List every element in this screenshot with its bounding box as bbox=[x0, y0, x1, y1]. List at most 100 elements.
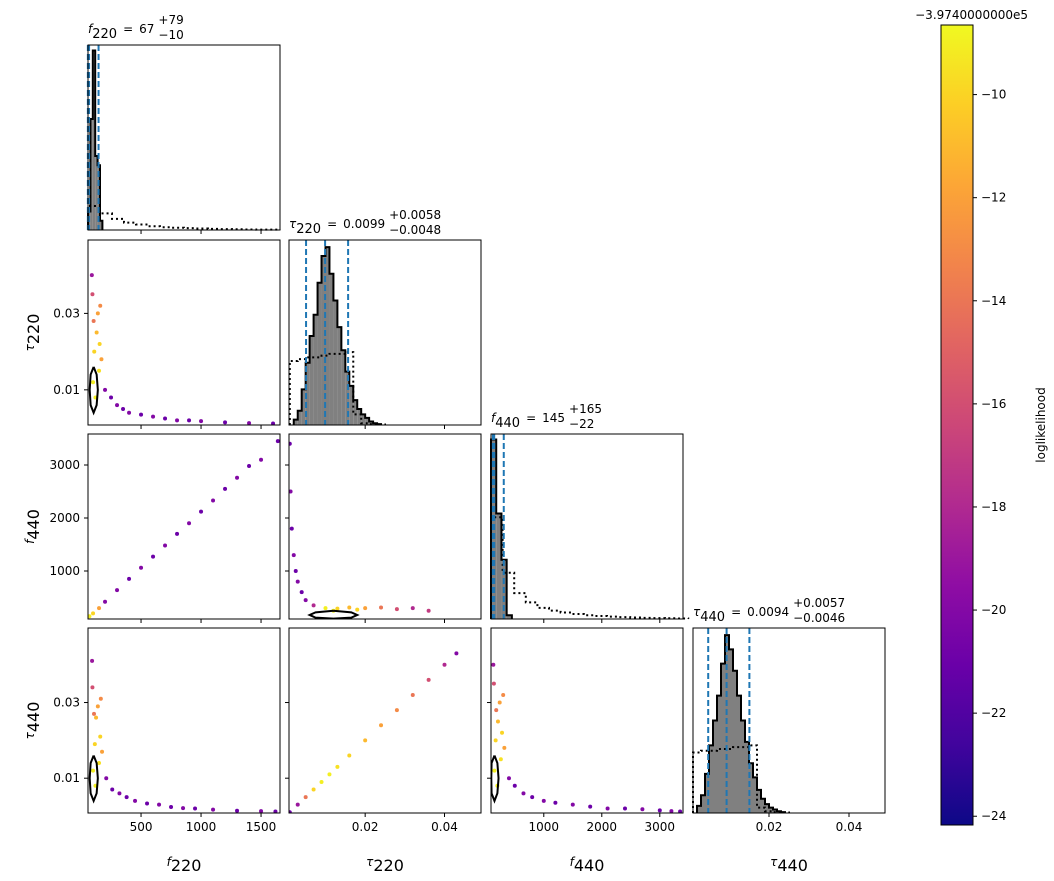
scatter-point bbox=[512, 783, 517, 788]
hist-bar bbox=[729, 649, 733, 813]
hist-bar bbox=[305, 362, 310, 425]
scatter-point bbox=[491, 681, 496, 686]
scatter-point bbox=[500, 730, 505, 735]
title-subscript: 220 bbox=[92, 27, 117, 42]
label-subscript: 220 bbox=[171, 856, 202, 875]
hist-bar bbox=[309, 336, 314, 425]
scatter-point bbox=[193, 806, 198, 811]
label-subscript: 440 bbox=[777, 856, 808, 875]
scatter-point bbox=[289, 441, 292, 446]
scatter-point bbox=[92, 349, 97, 354]
scatter-group bbox=[88, 273, 276, 425]
title-upper: +165 bbox=[569, 402, 602, 416]
scatter-point bbox=[299, 590, 304, 595]
scatter-point bbox=[163, 543, 168, 548]
scatter-group bbox=[289, 441, 431, 619]
hist-bar bbox=[321, 256, 326, 425]
scatter-point bbox=[117, 791, 122, 796]
title-symbol: f bbox=[88, 22, 94, 36]
scatter-point bbox=[497, 700, 502, 705]
hist-bar bbox=[745, 741, 749, 813]
hist-bar bbox=[701, 795, 705, 813]
scatter-point bbox=[570, 802, 575, 807]
contour bbox=[88, 755, 99, 804]
hist-bar bbox=[757, 789, 761, 813]
hist-bar bbox=[765, 804, 769, 813]
hist-bar bbox=[293, 419, 298, 425]
scatter-point bbox=[410, 606, 415, 611]
scatter-point bbox=[91, 319, 96, 324]
y-tick-label: 0.01 bbox=[53, 383, 80, 397]
scatter-point bbox=[491, 662, 496, 667]
scatter-point bbox=[311, 787, 316, 792]
hist-bar bbox=[761, 798, 765, 813]
scatter-group bbox=[88, 439, 280, 619]
label-subscript: 220 bbox=[373, 856, 404, 875]
colorbar-tick-label: −22 bbox=[981, 706, 1006, 720]
scatter-point bbox=[501, 692, 506, 697]
scatter-point bbox=[335, 606, 340, 611]
colorbar-tick-label: −20 bbox=[981, 603, 1006, 617]
scatter-point bbox=[289, 810, 292, 813]
scatter-point bbox=[124, 795, 129, 800]
hist-bar bbox=[749, 763, 753, 813]
panel-frame bbox=[288, 627, 482, 814]
scatter-point bbox=[90, 685, 95, 690]
x-tick-label: 2000 bbox=[587, 820, 618, 834]
scatter-point bbox=[379, 723, 384, 728]
scatter-point bbox=[115, 403, 120, 408]
hist-outline bbox=[292, 246, 383, 426]
x-tick-label: 1500 bbox=[246, 820, 277, 834]
scatter-point bbox=[355, 607, 360, 612]
panel-title: f440 = 145 bbox=[491, 411, 565, 431]
scatter-point bbox=[289, 489, 293, 494]
contour bbox=[88, 366, 99, 416]
label-subscript: 440 bbox=[24, 509, 43, 540]
title-symbol: f bbox=[491, 411, 497, 425]
panel-title: τ220 = 0.0099 bbox=[289, 217, 385, 237]
scatter-point bbox=[199, 509, 204, 514]
scatter-point bbox=[103, 599, 108, 604]
label-symbol: f bbox=[570, 855, 576, 869]
scatter-point bbox=[454, 651, 459, 656]
title-subscript: 440 bbox=[700, 610, 725, 625]
hist-bar bbox=[496, 513, 502, 619]
scatter-point bbox=[311, 603, 316, 608]
label-symbol: f bbox=[167, 855, 173, 869]
x-tick-label: 0.04 bbox=[836, 820, 863, 834]
label-subscript: 220 bbox=[24, 314, 43, 345]
scatter-point bbox=[327, 772, 332, 777]
y-tick-label: 0.01 bbox=[53, 771, 80, 785]
scatter-point bbox=[410, 692, 415, 697]
hist-bar bbox=[705, 773, 709, 813]
title-upper: +0.0057 bbox=[793, 596, 845, 610]
prior-hist bbox=[490, 516, 690, 620]
scatter-point bbox=[303, 598, 308, 603]
scatter-point bbox=[91, 768, 96, 773]
hist-bar bbox=[713, 720, 717, 813]
scatter-point bbox=[363, 738, 368, 743]
label-subscript: 440 bbox=[574, 856, 605, 875]
scatter-point bbox=[89, 273, 94, 278]
hist-bar bbox=[333, 300, 338, 425]
scatter-point bbox=[133, 798, 138, 803]
scatter-point bbox=[90, 292, 95, 297]
panel-frame bbox=[87, 433, 281, 620]
scatter-point bbox=[97, 368, 102, 373]
hist-bar bbox=[337, 327, 342, 425]
scatter-point bbox=[426, 677, 431, 682]
colorbar-tick-label: −14 bbox=[981, 294, 1006, 308]
x-tick-label: 1000 bbox=[529, 820, 560, 834]
scatter-point bbox=[95, 704, 100, 709]
scatter-point bbox=[247, 421, 252, 425]
hist-bar bbox=[317, 282, 322, 425]
title-median: 67 bbox=[139, 22, 154, 36]
colorbar-offset: −3.9740000000e5 bbox=[915, 8, 1028, 22]
colorbar-tick-label: −24 bbox=[981, 809, 1006, 823]
scatter-point bbox=[622, 806, 627, 811]
scatter-point bbox=[323, 606, 328, 611]
scatter-point bbox=[175, 531, 180, 536]
title-lower: −10 bbox=[158, 28, 183, 42]
scatter-point bbox=[678, 809, 683, 813]
title-subscript: 220 bbox=[296, 222, 321, 237]
